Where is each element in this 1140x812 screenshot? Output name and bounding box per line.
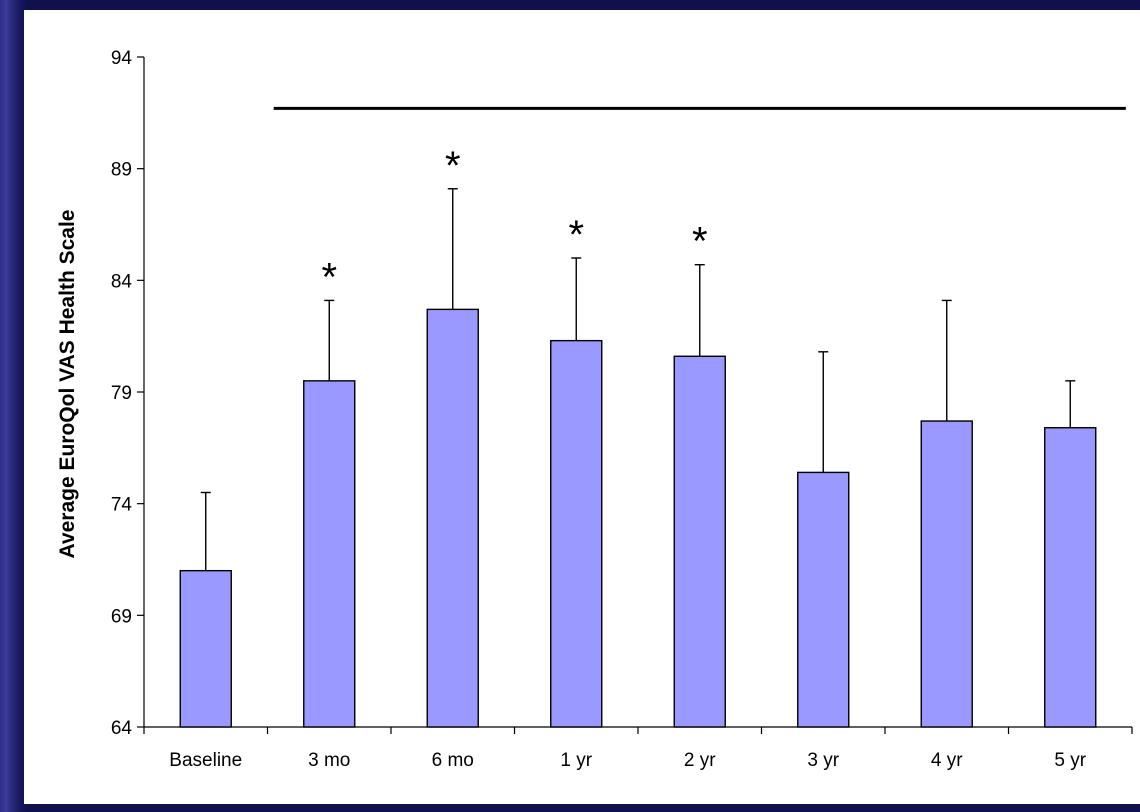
bars	[179, 308, 1097, 728]
y-tick-label: 84	[111, 271, 133, 292]
bar	[550, 339, 603, 728]
error-bars	[200, 188, 1076, 571]
significance-star: *	[568, 213, 584, 257]
significance-star: *	[445, 144, 461, 188]
significance-star: *	[692, 220, 708, 264]
bar	[426, 308, 479, 728]
x-tick-label: 1 yr	[560, 750, 592, 771]
bar	[303, 380, 356, 728]
x-axis: Baseline 3 mo 6 mo 1 yr 2 yr 3 yr 4 yr 5 yr	[143, 726, 1133, 771]
y-axis-title: Average EuroQol VAS Health Scale	[56, 210, 79, 559]
bar	[1044, 427, 1097, 728]
x-tick-label: 2 yr	[684, 750, 716, 771]
significance-star: *	[321, 255, 337, 299]
x-tick-label: 4 yr	[931, 750, 963, 771]
x-tick-label: 3 mo	[308, 750, 350, 771]
y-tick-label: 74	[111, 495, 133, 516]
x-tick-label: 5 yr	[1054, 750, 1086, 771]
bar	[179, 569, 232, 728]
significance-markers: * * * *	[273, 106, 1126, 299]
bar	[797, 471, 850, 728]
x-tick-label: Baseline	[169, 750, 242, 771]
chart-panel: 64 69 74 79 84 89 94 Baseline 3 mo 6 mo 1 yr 2 yr 3…	[24, 10, 1140, 804]
y-tick-label: 64	[111, 718, 133, 739]
bar	[673, 355, 726, 728]
bar	[920, 420, 973, 728]
y-tick-label: 94	[111, 48, 133, 69]
x-tick-label: 3 yr	[807, 750, 839, 771]
y-tick-label: 69	[111, 606, 132, 627]
x-tick-label: 6 mo	[432, 750, 474, 771]
y-tick-label: 79	[111, 383, 132, 404]
y-tick-label: 89	[111, 160, 132, 181]
bar-chart: 64 69 74 79 84 89 94 Baseline 3 mo 6 mo 1 yr 2 yr 3…	[56, 48, 1133, 771]
y-axis: 64 69 74 79 84 89 94	[111, 48, 145, 739]
